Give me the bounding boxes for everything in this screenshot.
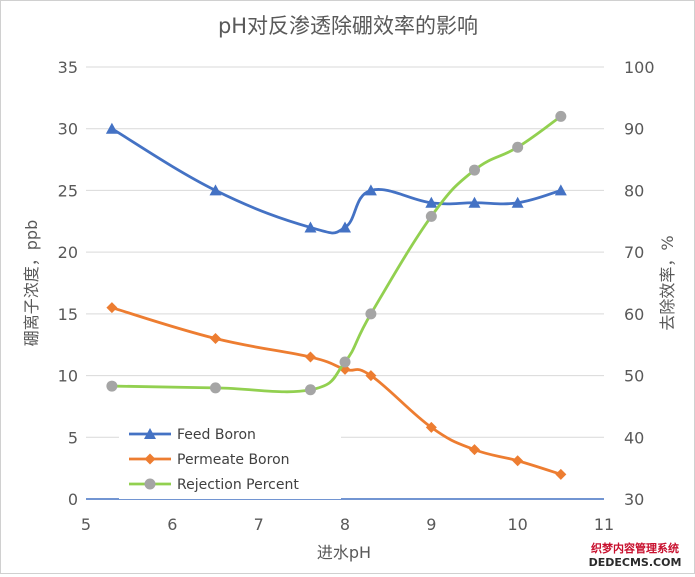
x-axis-label: 进水pH	[317, 543, 371, 562]
data-point-feed-boron	[511, 196, 524, 208]
data-point-rejection-percent	[304, 384, 316, 396]
data-point-rejection-percent	[512, 141, 524, 153]
y2-tick-label: 80	[624, 181, 644, 200]
y-tick-label: 35	[58, 58, 78, 77]
legend-label-permeate-boron: Permeate Boron	[177, 452, 290, 468]
watermark-line1: 织梦内容管理系统	[591, 541, 679, 555]
legend: Feed Boron Permeate Boron Rejection Percen…	[119, 421, 341, 499]
data-point-permeate-boron	[106, 302, 118, 314]
legend-label-feed-boron: Feed Boron	[177, 427, 256, 443]
legend-swatch-marker	[144, 428, 156, 439]
y2-tick-label: 60	[624, 305, 644, 324]
data-point-feed-boron	[209, 184, 222, 196]
series-permeate-boron	[106, 302, 567, 480]
y2-tick-label: 70	[624, 243, 644, 262]
x-tick-label: 5	[81, 515, 91, 534]
data-point-rejection-percent	[339, 356, 351, 368]
data-point-permeate-boron	[425, 421, 437, 433]
series-feed-boron	[105, 122, 567, 235]
series-rejection-percent	[106, 110, 567, 396]
data-point-feed-boron	[364, 184, 377, 196]
data-point-rejection-percent	[425, 210, 437, 222]
x-tick-label: 10	[507, 515, 527, 534]
series-layer	[105, 110, 567, 480]
y-tick-label: 25	[58, 181, 78, 200]
data-point-feed-boron	[425, 196, 438, 208]
y2-tick-label: 30	[624, 490, 644, 509]
data-point-rejection-percent	[106, 380, 118, 392]
data-point-rejection-percent	[469, 164, 480, 176]
series-line-rejection-percent	[111, 115, 562, 394]
legend-swatch-marker	[144, 453, 156, 465]
data-point-feed-boron	[339, 221, 351, 233]
data-point-permeate-boron	[512, 455, 524, 467]
x-tick-label: 7	[254, 515, 264, 534]
y-tick-label: 15	[58, 305, 78, 324]
y-tick-label: 20	[58, 243, 78, 262]
legend-swatch-marker	[144, 478, 156, 490]
data-point-rejection-percent	[555, 110, 567, 122]
y2-tick-label: 90	[624, 120, 644, 139]
chart-title: pH对反渗透除硼效率的影响	[218, 14, 478, 38]
data-point-permeate-boron	[210, 333, 221, 345]
data-point-feed-boron	[304, 221, 317, 233]
data-point-permeate-boron	[365, 370, 377, 382]
y-axis-label: 硼离子浓度，ppb	[22, 220, 41, 346]
y-tick-label: 10	[58, 367, 78, 386]
y2-axis-label: 去除效率，%	[658, 235, 677, 330]
data-point-permeate-boron	[555, 468, 567, 480]
legend-label-rejection-percent: Rejection Percent	[177, 477, 299, 493]
data-point-rejection-percent	[365, 308, 377, 320]
y2-tick-label: 100	[624, 58, 655, 77]
y2-tick-label: 50	[624, 367, 644, 386]
data-point-feed-boron	[105, 122, 118, 134]
grid-lines	[86, 66, 604, 438]
series-line-feed-boron	[111, 127, 562, 235]
y-tick-label: 0	[68, 490, 78, 509]
data-point-permeate-boron	[469, 444, 480, 456]
y-tick-label: 30	[58, 120, 78, 139]
y-tick-label: 5	[68, 428, 78, 447]
data-point-feed-boron	[554, 184, 567, 196]
data-point-permeate-boron	[304, 351, 316, 363]
x-tick-label: 6	[167, 515, 177, 534]
data-point-rejection-percent	[210, 382, 221, 394]
watermark-line2: DEDECMS.COM	[589, 556, 682, 569]
data-point-feed-boron	[468, 196, 481, 208]
x-tick-label: 9	[426, 515, 436, 534]
y2-tick-label: 40	[624, 428, 644, 447]
x-tick-label: 11	[594, 515, 614, 534]
x-tick-label: 8	[340, 515, 350, 534]
